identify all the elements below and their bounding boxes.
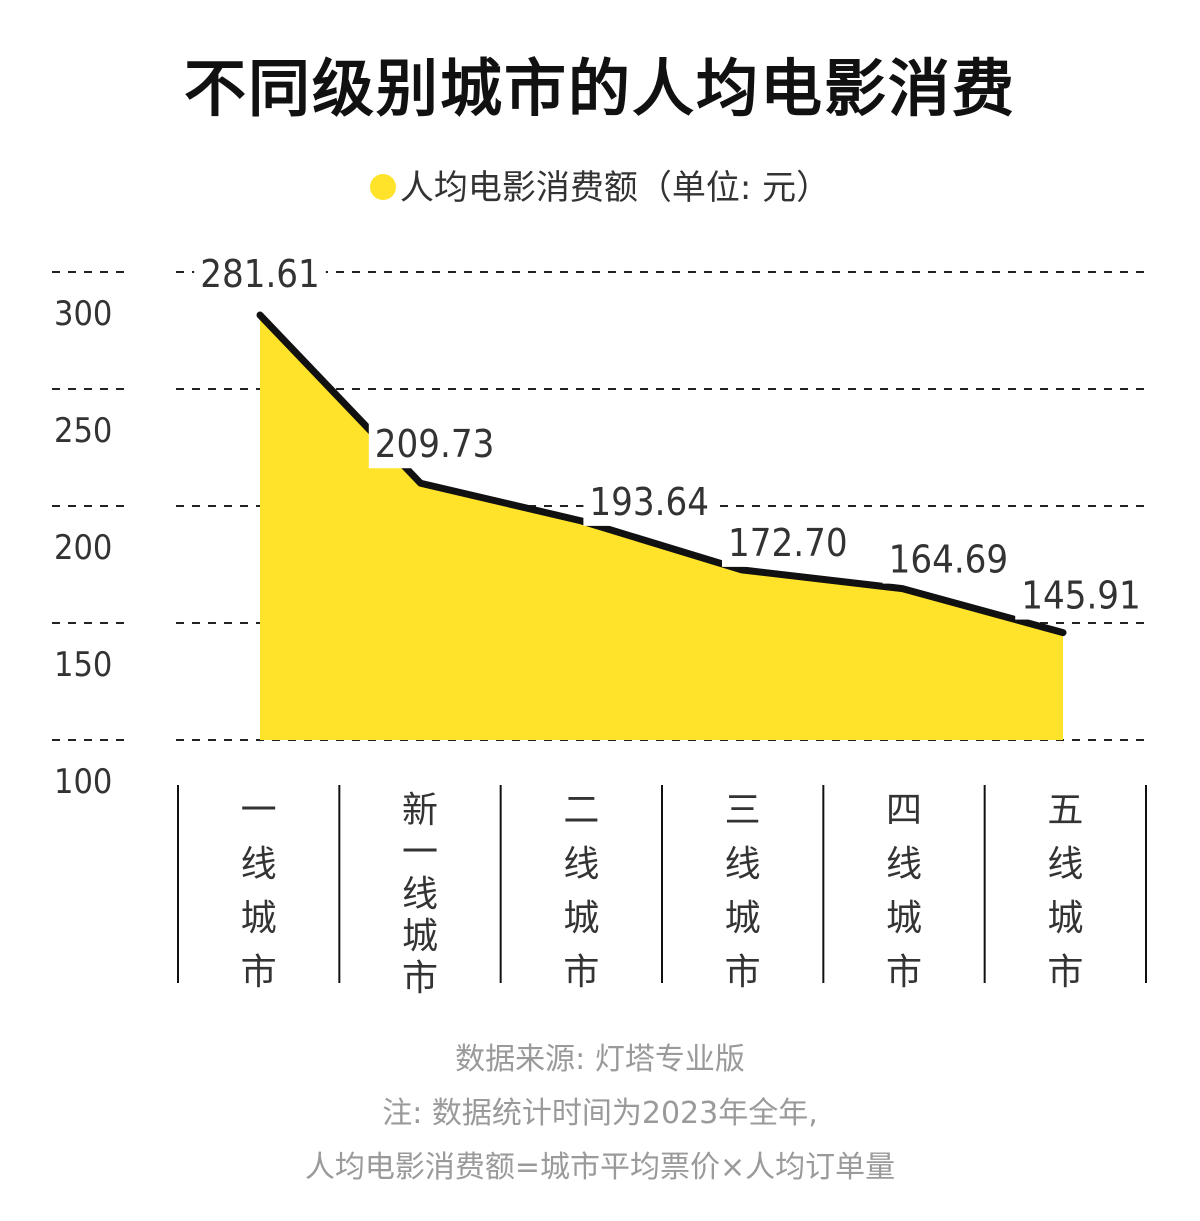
data-label-bg [1015,571,1147,620]
category-label: 四线城市 [886,790,922,993]
chart-plot: 300 250 200 150 100 281.61 209.73 193.64 172.70… [52,250,1150,999]
y-tick-label: 200 [54,528,112,568]
category-axis: 一线城市 新一线城市 二线城市 三线城市 四线城市 五线城市 [177,785,1147,999]
y-tick-label: 250 [54,411,112,451]
data-label-bg [882,535,1015,584]
data-label: 164.69 [889,538,1009,582]
data-labels: 281.61 209.73 193.64 172.70 164.69 145.91 [194,250,1147,620]
data-label-bg [368,420,501,469]
category-label: 三线城市 [725,790,761,993]
data-label-group: 145.91 [1015,571,1147,620]
data-label-bg [583,477,715,526]
data-label: 281.61 [200,252,320,296]
y-tick-label: 300 [54,294,112,334]
data-label-group: 209.73 [368,420,501,469]
data-label-group: 164.69 [882,535,1015,584]
area-layer [260,315,1063,740]
y-tick-label: 150 [54,645,112,685]
legend: 人均电影消费额（单位: 元） [0,160,1200,209]
legend-swatch [369,173,396,200]
chart-title: 不同级别城市的人均电影消费 [183,52,1016,125]
data-label: 193.64 [589,480,709,524]
source-note: 数据来源: 灯塔专业版 [455,1042,745,1077]
footnote-1: 注: 数据统计时间为2023年全年, [382,1096,818,1131]
area-fill [260,315,1063,740]
category-label: 五线城市 [1047,790,1083,993]
category-label: 新一线城市 [402,790,438,999]
data-label: 209.73 [375,422,495,466]
y-tick-label: 100 [54,762,112,802]
data-label-group: 172.70 [722,518,854,567]
data-label-group: 281.61 [194,250,326,299]
data-label-bg [722,518,854,567]
category-label: 二线城市 [563,790,599,993]
data-label-bg [194,250,326,299]
category-label: 一线城市 [241,790,277,993]
footnote-2: 人均电影消费额=城市平均票价×人均订单量 [304,1150,896,1185]
y-axis-ticks: 300 250 200 150 100 [54,294,112,802]
data-label: 172.70 [728,521,848,565]
notes: 数据来源: 灯塔专业版 注: 数据统计时间为2023年全年, 人均电影消费额=城… [0,1033,1200,1195]
data-label-group: 193.64 [583,477,715,526]
legend-label: 人均电影消费额（单位: 元） [399,168,831,208]
data-label: 145.91 [1021,574,1141,618]
